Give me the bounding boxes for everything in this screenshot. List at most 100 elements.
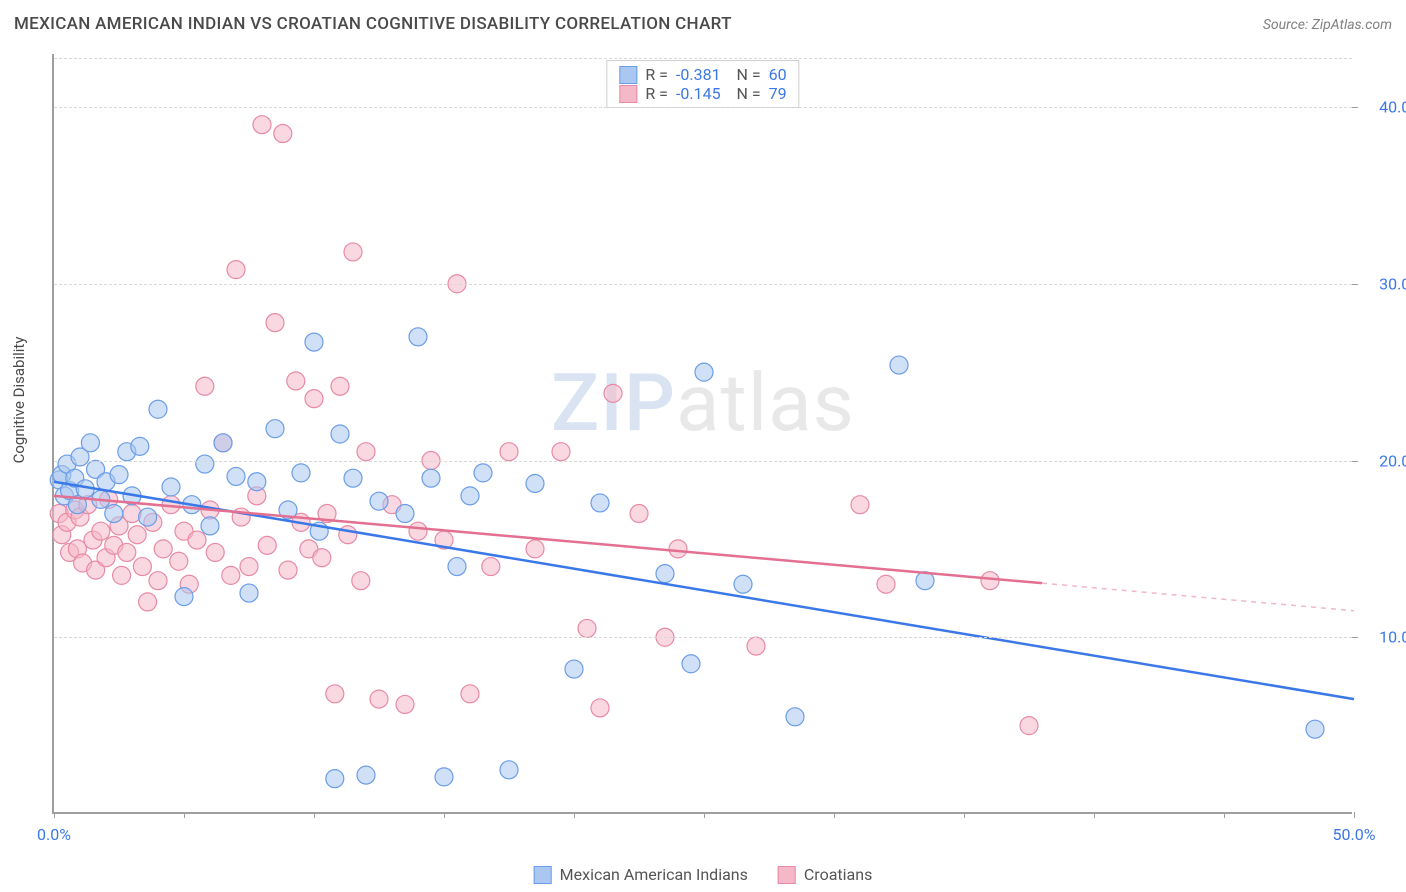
series-swatch [619,85,637,103]
data-point [214,434,232,452]
data-point [339,526,357,544]
chart-title: MEXICAN AMERICAN INDIAN VS CROATIAN COGN… [14,14,732,34]
data-point [565,660,583,678]
gridline [54,461,1352,462]
data-point [591,494,609,512]
x-tick-label: 50.0% [1333,825,1376,844]
data-point [240,558,258,576]
data-point [110,466,128,484]
data-point [422,469,440,487]
data-point [370,492,388,510]
y-tick-label: 40.0% [1379,98,1406,117]
data-point [92,522,110,540]
data-point [326,770,344,788]
data-point [890,356,908,374]
gridline [54,58,1352,59]
y-tick [1352,284,1358,285]
data-point [370,690,388,708]
x-tick [834,812,835,818]
data-point [747,637,765,655]
data-point [113,566,131,584]
data-point [352,572,370,590]
data-point [500,761,518,779]
data-point [227,261,245,279]
data-point [201,517,219,535]
data-point [656,565,674,583]
data-point [448,558,466,576]
data-point [118,543,136,561]
stat-value-r: -0.381 [676,65,721,84]
stat-label-n: N = [729,84,761,103]
legend-swatch [534,866,552,884]
data-point [248,473,266,491]
source-link[interactable]: ZipAtlas.com [1312,17,1392,33]
data-point [175,588,193,606]
data-point [266,420,284,438]
data-point [274,125,292,143]
data-point [630,505,648,523]
data-point [154,540,172,558]
y-tick [1352,461,1358,462]
data-point [409,522,427,540]
y-tick-label: 30.0% [1379,274,1406,293]
y-axis-label: Cognitive Disability [10,337,28,464]
data-point [474,464,492,482]
stats-legend-box: R = -0.381 N = 60R = -0.145 N = 79 [606,60,799,108]
regression-line-dashed [1042,583,1354,611]
data-point [266,314,284,332]
data-point [240,584,258,602]
data-point [222,566,240,584]
source-attribution: Source: ZipAtlas.com [1263,17,1392,33]
stats-row: R = -0.381 N = 60 [619,65,786,84]
data-point [305,390,323,408]
stat-label-r: R = [645,84,668,103]
series-swatch [619,66,637,84]
data-point [292,464,310,482]
data-point [786,708,804,726]
data-point [253,116,271,134]
stat-label-n: N = [729,65,761,84]
data-point [313,549,331,567]
data-point [357,766,375,784]
data-point [258,536,276,554]
legend-item: Mexican American Indians [534,865,748,884]
data-point [461,487,479,505]
data-point [344,243,362,261]
gridline [54,284,1352,285]
x-tick [444,812,445,818]
x-tick [964,812,965,818]
data-point [578,619,596,637]
stat-value-r: -0.145 [676,84,721,103]
data-point [526,540,544,558]
y-tick [1352,107,1358,108]
data-point [604,384,622,402]
data-point [526,474,544,492]
data-point [500,443,518,461]
x-tick [314,812,315,818]
data-point [149,572,167,590]
stat-value-n: 60 [769,65,787,84]
data-point [331,377,349,395]
data-point [435,768,453,786]
data-point [344,469,362,487]
legend-item: Croatians [778,865,872,884]
legend-label: Croatians [804,865,872,884]
data-point [305,333,323,351]
data-point [461,685,479,703]
data-point [227,467,245,485]
stats-row: R = -0.145 N = 79 [619,84,786,103]
stat-label-r: R = [645,65,668,84]
data-point [682,655,700,673]
data-point [206,543,224,561]
data-point [149,400,167,418]
data-point [131,437,149,455]
data-point [1306,720,1324,738]
data-point [128,526,146,544]
x-tick [704,812,705,818]
data-point [81,434,99,452]
data-point [981,572,999,590]
data-point [695,363,713,381]
plot-area: ZIPatlas R = -0.381 N = 60R = -0.145 N =… [52,54,1352,814]
y-tick-label: 20.0% [1379,451,1406,470]
data-point [396,695,414,713]
